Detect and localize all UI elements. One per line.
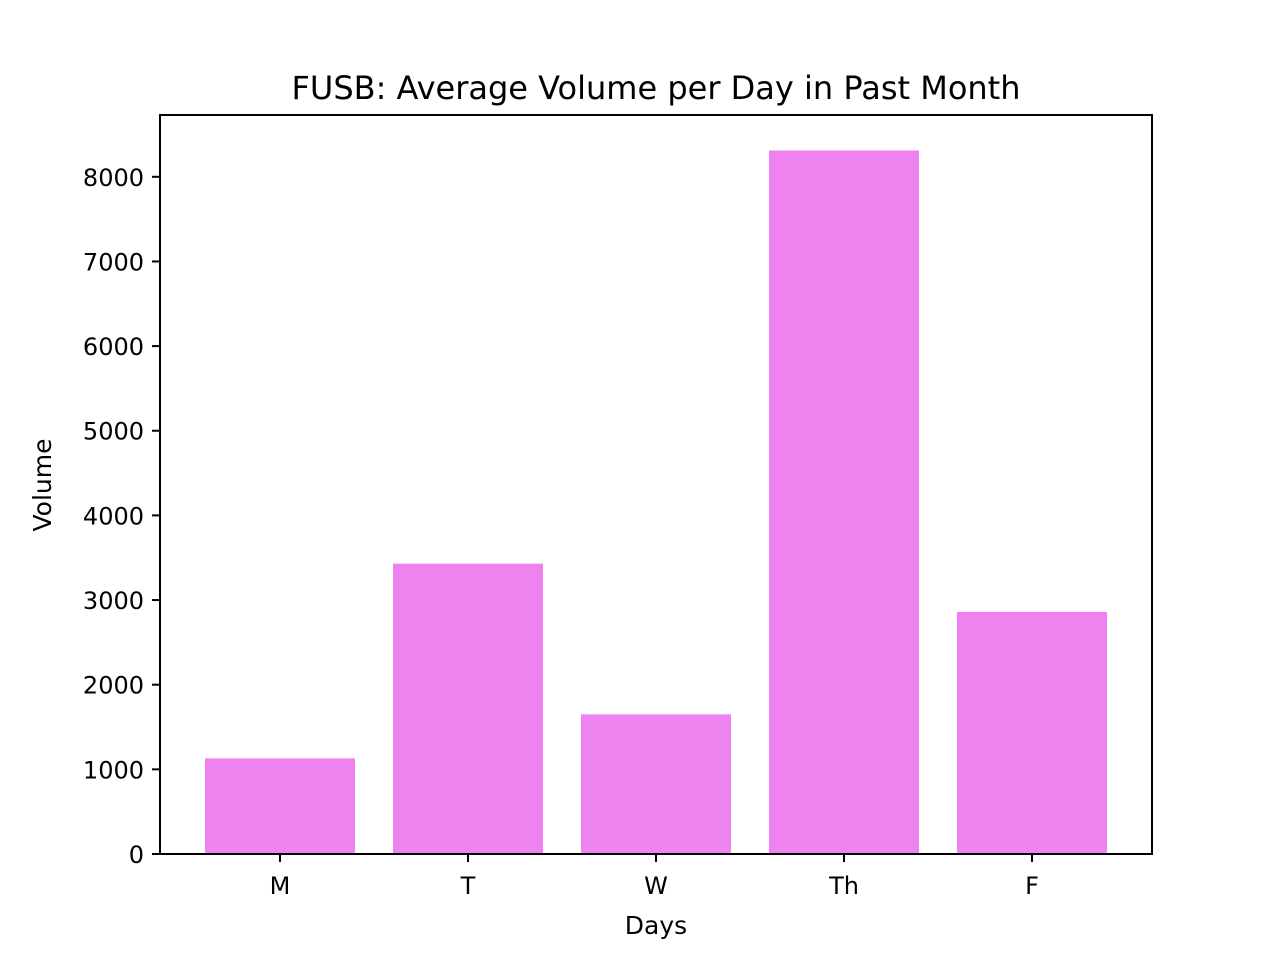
y-axis-ticks: 0 1000 2000 3000 4000 5000 6000 7000 8000: [83, 164, 160, 869]
bar-m: [205, 758, 355, 854]
bar-th: [769, 150, 919, 854]
y-tick-label: 4000: [83, 502, 144, 530]
bar-w: [581, 714, 731, 854]
x-tick-label: M: [270, 872, 291, 900]
y-axis-label: Volume: [28, 439, 57, 532]
y-tick-label: 7000: [83, 248, 144, 276]
chart-title: FUSB: Average Volume per Day in Past Mon…: [292, 69, 1021, 107]
x-tick-label: Th: [828, 872, 859, 900]
x-tick-label: W: [644, 872, 668, 900]
x-tick-label: F: [1025, 872, 1039, 900]
y-tick-label: 5000: [83, 418, 144, 446]
bars-group: [205, 150, 1107, 854]
y-tick-label: 6000: [83, 333, 144, 361]
y-tick-label: 0: [129, 841, 144, 869]
plot-frame: [159, 114, 1153, 855]
x-axis-label: Days: [625, 911, 687, 940]
y-tick-label: 1000: [83, 756, 144, 784]
y-tick-label: 3000: [83, 587, 144, 615]
bar-t: [393, 563, 543, 854]
x-tick-label: T: [460, 872, 476, 900]
x-axis-ticks: M T W Th F: [270, 854, 1039, 900]
y-tick-label: 2000: [83, 672, 144, 700]
y-tick-label: 8000: [83, 164, 144, 192]
bar-f: [957, 611, 1107, 854]
